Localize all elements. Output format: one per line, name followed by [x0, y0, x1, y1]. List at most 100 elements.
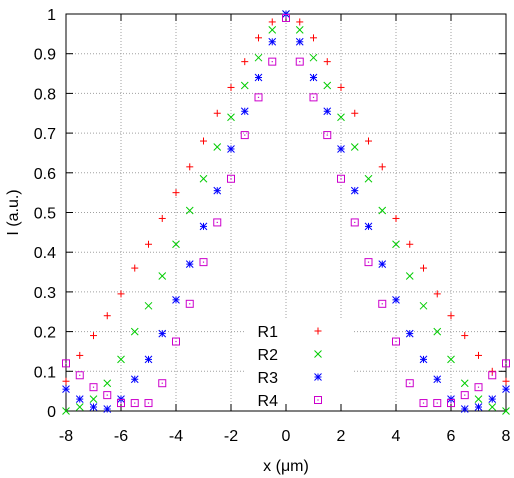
y-tick-label: 0.9 — [34, 47, 56, 64]
point-R4 — [447, 399, 455, 408]
point-R1 — [420, 264, 427, 272]
legend-label-R2: R2 — [258, 347, 279, 364]
point-R2 — [75, 403, 84, 411]
point-R1 — [365, 137, 372, 145]
point-R1 — [406, 240, 414, 248]
point-R3 — [419, 355, 428, 364]
y-tick-label: 0.8 — [34, 86, 56, 103]
point-R2 — [240, 81, 249, 90]
point-R1 — [433, 290, 441, 298]
point-R4 — [350, 218, 359, 227]
y-tick-label: 0.7 — [34, 126, 56, 143]
point-R3 — [488, 395, 497, 403]
point-R1 — [310, 34, 317, 42]
point-R3 — [323, 107, 332, 116]
point-R4 — [117, 399, 125, 408]
legend-marker-R3 — [314, 373, 322, 381]
point-R1 — [145, 240, 152, 248]
point-R3 — [199, 222, 208, 231]
point-R1 — [337, 83, 345, 91]
legend-marker-R2 — [314, 350, 322, 358]
point-R3 — [460, 405, 469, 413]
point-R2 — [89, 395, 98, 403]
y-tick-labels: 0 0.1 0.2 0.3 0.4 0.5 0.6 0.7 0.8 0.9 1 — [34, 7, 56, 421]
point-R2 — [117, 355, 125, 364]
point-R4 — [130, 399, 139, 408]
point-R4 — [213, 218, 222, 227]
point-R3 — [378, 260, 387, 268]
legend-box — [246, 318, 354, 406]
point-R4 — [144, 399, 153, 408]
point-R1 — [90, 332, 97, 340]
point-R1 — [62, 377, 70, 385]
point-R1 — [296, 18, 304, 26]
point-R3 — [62, 385, 70, 394]
series-R3 — [62, 10, 510, 413]
point-R1 — [378, 163, 386, 171]
point-R1 — [268, 18, 276, 26]
point-R3 — [158, 329, 167, 338]
point-R1 — [392, 214, 400, 222]
legend-marker-R4 — [314, 396, 322, 404]
point-R1 — [255, 34, 262, 42]
point-R4 — [474, 383, 483, 392]
point-R3 — [405, 329, 414, 338]
x-tick-label: 0 — [282, 428, 291, 445]
y-tick-label: 0.6 — [34, 166, 56, 183]
series-R4 — [62, 13, 510, 408]
series-R2 — [62, 10, 510, 415]
y-tick-label: 0.5 — [34, 206, 56, 223]
point-R2 — [419, 301, 428, 310]
x-tick-label: -4 — [169, 428, 183, 445]
point-R4 — [502, 359, 510, 368]
point-R3 — [337, 145, 345, 153]
point-R1 — [213, 109, 221, 117]
point-R1 — [323, 58, 331, 66]
point-R1 — [227, 83, 235, 91]
point-R1 — [172, 189, 180, 197]
point-R2 — [474, 395, 483, 403]
point-R4 — [282, 13, 290, 22]
point-R4 — [392, 337, 400, 346]
point-R4 — [337, 174, 345, 183]
point-R3 — [227, 145, 235, 153]
point-R4 — [460, 391, 469, 400]
point-R2 — [378, 206, 387, 215]
point-R4 — [295, 57, 304, 66]
point-R2 — [350, 143, 359, 151]
x-tick-label: -8 — [59, 428, 73, 445]
point-R4 — [378, 299, 387, 308]
point-R2 — [103, 379, 112, 388]
point-R2 — [185, 206, 194, 215]
legend-background — [246, 318, 354, 406]
point-R1 — [502, 377, 510, 385]
point-R3 — [433, 375, 442, 384]
point-R2 — [130, 327, 139, 336]
point-R4 — [488, 371, 497, 380]
point-R3 — [103, 405, 112, 413]
point-R4 — [227, 174, 235, 183]
point-R4 — [158, 379, 167, 388]
point-R1 — [158, 214, 166, 222]
point-R1 — [351, 109, 359, 117]
point-R2 — [364, 174, 373, 183]
point-R2 — [268, 26, 277, 34]
point-R3 — [185, 260, 194, 268]
point-R4 — [405, 379, 414, 388]
x-tick-labels: -8 -6 -4 -2 0 2 4 6 8 — [59, 428, 511, 445]
point-R4 — [323, 131, 332, 140]
point-R3 — [144, 355, 153, 364]
point-R1 — [475, 351, 482, 359]
point-R3 — [254, 73, 263, 82]
legend-label-R4: R4 — [258, 393, 279, 410]
point-R2 — [460, 379, 469, 388]
point-R4 — [309, 93, 318, 102]
point-R2 — [213, 143, 222, 151]
point-R4 — [172, 337, 180, 346]
point-R4 — [185, 299, 194, 308]
y-tick-label: 0.3 — [34, 285, 56, 302]
y-tick-label: 1 — [47, 7, 56, 24]
point-R2 — [502, 407, 510, 415]
point-R1 — [461, 332, 469, 340]
